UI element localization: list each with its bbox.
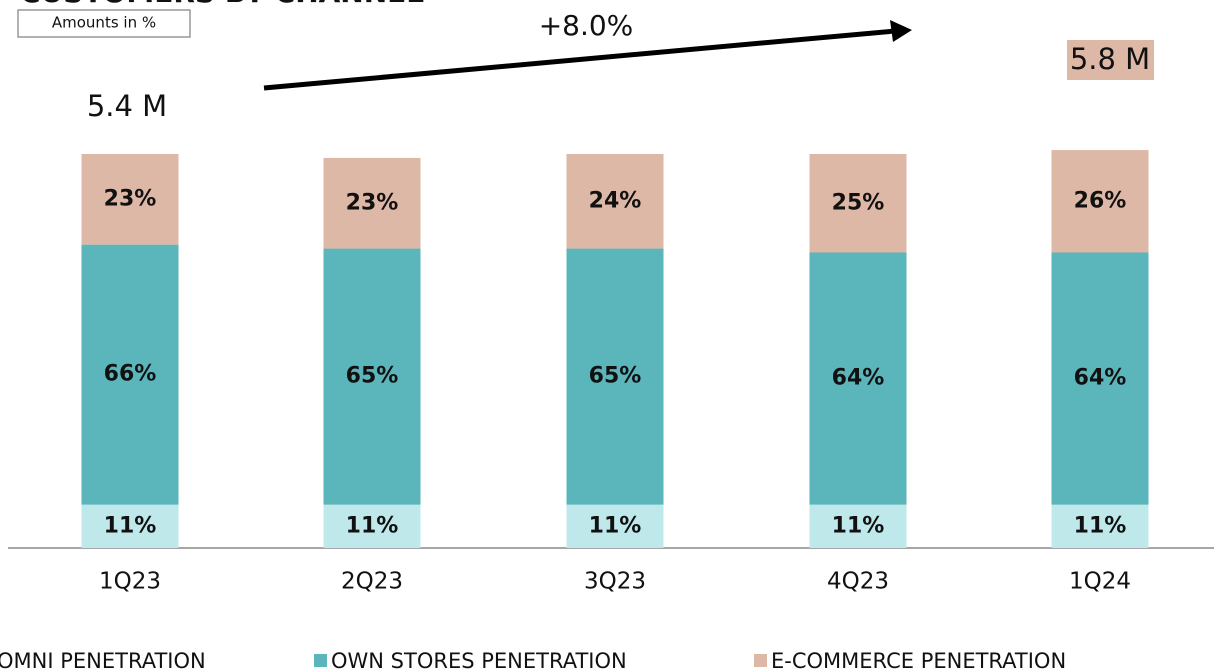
bar-segment xyxy=(81,154,179,245)
legend-swatch xyxy=(754,654,767,667)
x-tick-label: 3Q23 xyxy=(584,569,646,595)
x-tick-label: 4Q23 xyxy=(827,569,889,595)
total-highlight xyxy=(1067,40,1154,80)
data-label: 65% xyxy=(346,364,399,389)
bar-segment xyxy=(1051,252,1149,505)
data-label: 23% xyxy=(346,190,399,215)
data-label: 11% xyxy=(1074,513,1127,538)
legend-swatch xyxy=(314,654,327,667)
data-label: 24% xyxy=(589,188,642,213)
data-label: 64% xyxy=(832,366,885,391)
bar-segment xyxy=(81,504,179,548)
bar-segment xyxy=(809,252,907,505)
x-tick-label: 2Q23 xyxy=(341,569,403,595)
legend-label: OMNI PENETRATION xyxy=(0,649,206,672)
bar-segment xyxy=(566,248,664,505)
total-label: 5.8 M xyxy=(1070,42,1150,76)
x-tick-label: 1Q23 xyxy=(99,569,161,595)
arrow-head xyxy=(890,20,912,42)
subtitle: Amounts in % xyxy=(52,14,156,32)
total-label: 5.4 M xyxy=(87,89,167,123)
data-label: 11% xyxy=(104,513,157,538)
bar-segment xyxy=(1051,504,1149,548)
data-label: 11% xyxy=(589,513,642,538)
data-label: 25% xyxy=(832,190,885,215)
data-label: 26% xyxy=(1074,188,1127,213)
subtitle-box xyxy=(17,9,191,38)
bar-segment xyxy=(81,244,179,505)
bar-segment xyxy=(566,504,664,548)
data-label: 23% xyxy=(104,186,157,211)
data-label: 11% xyxy=(832,513,885,538)
data-label: 11% xyxy=(346,513,399,538)
bar-segment xyxy=(323,248,421,505)
data-label: 66% xyxy=(104,362,157,387)
bar-segment xyxy=(566,154,664,249)
data-label: 65% xyxy=(589,364,642,389)
x-tick-label: 1Q24 xyxy=(1069,569,1131,595)
bar-segment xyxy=(809,504,907,548)
legend-label: E-COMMERCE PENETRATION xyxy=(771,649,1066,672)
legend-label: OWN STORES PENETRATION xyxy=(331,649,627,672)
bar-segment xyxy=(323,157,421,249)
data-label: 64% xyxy=(1074,366,1127,391)
growth-label: +8.0% xyxy=(539,9,634,42)
bar-segment xyxy=(809,154,907,253)
bar-segment xyxy=(323,504,421,548)
bar-segment xyxy=(1051,150,1149,253)
chart-title: CUSTOMERS BY CHANNEL xyxy=(20,0,424,9)
growth-arrow xyxy=(263,28,896,91)
